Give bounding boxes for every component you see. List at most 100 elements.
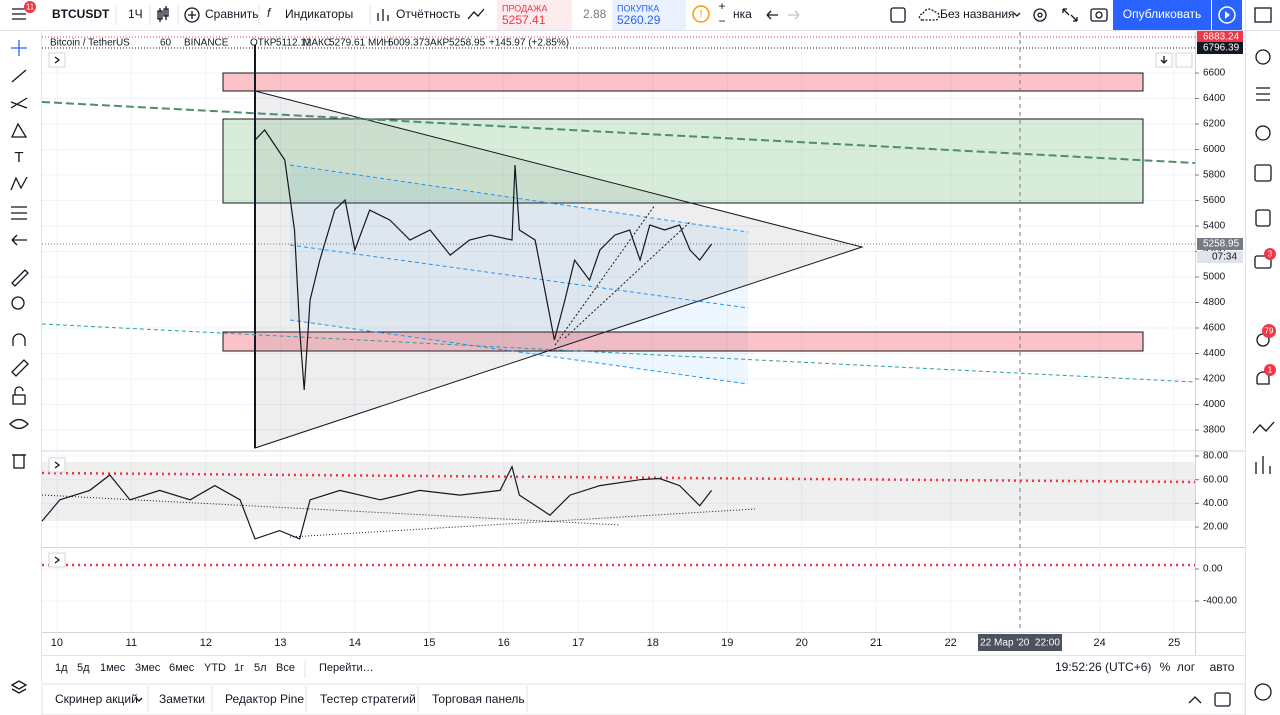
checkbox-icon[interactable]	[890, 7, 906, 23]
collapse-panel[interactable]	[1188, 696, 1202, 704]
x-tick-label: 25	[1168, 637, 1180, 649]
collapse-button[interactable]	[48, 552, 66, 568]
price-label-bg	[1197, 238, 1243, 251]
legend-value: 5009.37	[388, 38, 425, 49]
watchlist-icon[interactable]	[1254, 7, 1272, 23]
chat-icon[interactable]	[1254, 255, 1272, 269]
range-button[interactable]: 1г	[234, 662, 244, 674]
price-label-bg	[1197, 42, 1243, 55]
bottom-panel	[41, 683, 1246, 715]
pane-buttons[interactable]	[48, 52, 1193, 568]
panel-tab[interactable]: Заметки	[159, 692, 205, 706]
series-line	[41, 465, 713, 540]
price-label: 6883.24	[1203, 32, 1240, 43]
lock-tool[interactable]	[12, 394, 26, 405]
y-tick-label: 6400	[1203, 93, 1226, 104]
channel-line	[289, 319, 749, 385]
range-button[interactable]: YTD	[204, 662, 226, 674]
range-button[interactable]: 5д	[77, 662, 90, 674]
help-icon[interactable]	[1254, 683, 1272, 701]
legend-value: 5258.95	[449, 38, 486, 49]
rsi-line	[41, 471, 1196, 484]
layout-name[interactable]: Без названия	[940, 7, 1015, 21]
collapse-button[interactable]	[48, 52, 66, 68]
snapshot-icon	[1095, 11, 1103, 19]
badge	[1264, 364, 1276, 376]
grid	[42, 32, 1195, 632]
interval[interactable]: 1Ч	[128, 7, 143, 21]
trend-line	[41, 323, 1196, 383]
info-icon[interactable]	[692, 5, 710, 23]
toolbar: 11 BTCUSDT 1Ч Сравнить f Индикаторы Отчё…	[12, 0, 1242, 30]
range-button[interactable]: 6мес	[169, 662, 195, 674]
zoom-tool[interactable]	[11, 296, 25, 310]
depth-icon[interactable]	[1255, 456, 1271, 474]
auto-button[interactable]: авто	[1210, 660, 1235, 674]
chart-type-icon[interactable]	[157, 6, 169, 22]
undo[interactable]	[766, 10, 778, 20]
buy-button[interactable]	[612, 0, 686, 30]
log-button[interactable]: лог	[1177, 660, 1196, 674]
badge-text: 3	[1268, 250, 1273, 259]
fullscreen-icon[interactable]	[1062, 8, 1078, 22]
crosshair-tool[interactable]	[11, 40, 27, 56]
back-tool[interactable]	[11, 234, 27, 246]
x-tick-label: 21	[870, 637, 882, 649]
series	[41, 129, 713, 540]
range-button[interactable]: 3мес	[135, 662, 161, 674]
range-button[interactable]: 5л	[254, 662, 267, 674]
layers-icon[interactable]	[10, 680, 28, 694]
data-window-icon[interactable]	[1256, 87, 1270, 101]
x-tick-label: 11	[126, 637, 137, 649]
badge	[1264, 248, 1276, 260]
legend-label: МАКС	[303, 38, 331, 49]
panel-tab[interactable]: Скринер акций	[55, 692, 138, 706]
financials-button[interactable]: Отчётность	[396, 7, 460, 21]
price-label-bg	[1197, 30, 1243, 43]
y-tick-label: 80.00	[1203, 451, 1228, 462]
snapshot-icon[interactable]	[1090, 8, 1108, 22]
panel-tab[interactable]: Торговая панель	[432, 692, 525, 706]
visibility-tool[interactable]	[9, 418, 29, 430]
icon	[467, 8, 485, 20]
reset-button[interactable]	[1175, 52, 1193, 68]
publish-button[interactable]	[1113, 0, 1211, 30]
legend-change: +145.97 (+2.85%)	[489, 38, 569, 49]
menu-icon[interactable]	[12, 8, 26, 20]
magnet-tool[interactable]	[12, 333, 26, 346]
panel-tab[interactable]: Редактор Pine	[225, 692, 304, 706]
fib-tool[interactable]	[10, 97, 28, 109]
alerts-icon[interactable]	[1255, 49, 1271, 65]
range-button[interactable]: 1д	[55, 662, 68, 674]
panel-tab[interactable]: Тестер стратегий	[320, 692, 416, 706]
gann-tool[interactable]	[11, 206, 27, 220]
wedge-line	[554, 204, 656, 346]
draw-mode-tool[interactable]	[11, 359, 29, 377]
sell-button[interactable]	[497, 0, 572, 30]
range-button[interactable]: Все	[276, 662, 295, 674]
prediction-tool[interactable]	[10, 176, 28, 191]
pulse-icon[interactable]	[1252, 421, 1275, 434]
layout-button[interactable]: нка	[733, 7, 752, 21]
line-tool[interactable]	[11, 69, 27, 83]
compare-button[interactable]: Сравнить	[205, 7, 258, 21]
zoom-out[interactable]: −	[718, 14, 725, 28]
indicators-button[interactable]: Индикаторы	[285, 7, 353, 21]
collapse-button[interactable]	[48, 457, 66, 473]
zone-rect	[222, 118, 1144, 204]
calendar-icon[interactable]	[1254, 164, 1272, 182]
ideas-icon[interactable]	[1255, 209, 1271, 227]
pattern-tool[interactable]	[10, 122, 28, 138]
maximize-panel[interactable]	[1214, 692, 1231, 707]
text-tool[interactable]: T	[14, 149, 23, 166]
symbol[interactable]: BTCUSDT	[52, 7, 110, 21]
range-button[interactable]: 1мес	[100, 662, 126, 674]
hotlist-icon[interactable]	[1255, 125, 1271, 141]
notifications-icon[interactable]	[1256, 371, 1270, 385]
redo[interactable]	[788, 10, 800, 20]
goto-button[interactable]: Перейти…	[319, 662, 374, 674]
zoom-in[interactable]: +	[718, 0, 725, 13]
settings-icon[interactable]	[1033, 8, 1047, 22]
percent-button[interactable]: %	[1160, 660, 1171, 674]
ruler-tool[interactable]	[11, 269, 29, 287]
